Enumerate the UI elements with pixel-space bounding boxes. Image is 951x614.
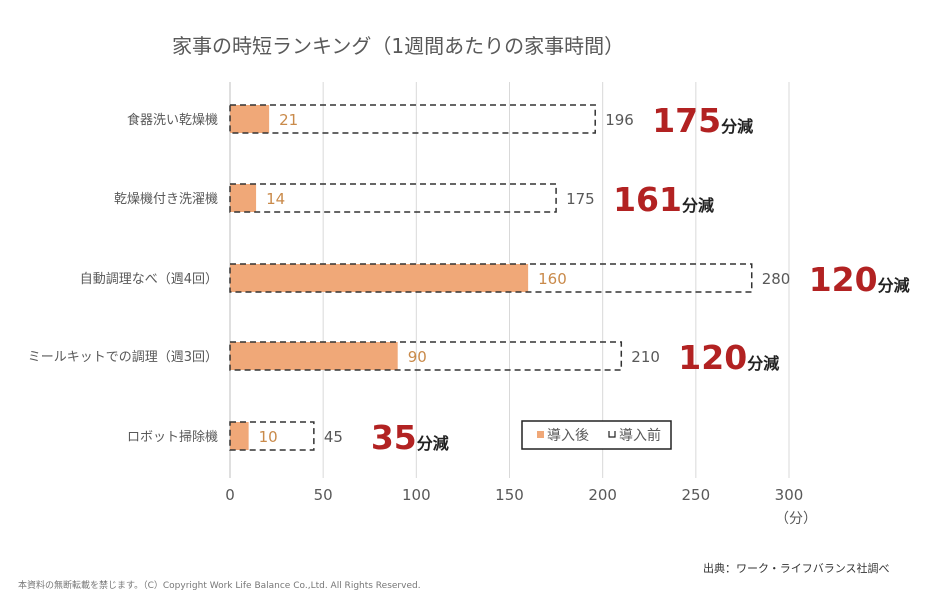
data-label-after: 90 [408,348,427,366]
x-tick-label: 100 [402,486,431,504]
reduction-unit: 分減 [721,117,753,136]
data-label-before: 196 [605,111,634,129]
category-label: ミールキットでの調理（週3回） [28,350,218,365]
x-tick-label: 300 [775,486,804,504]
category-label: ロボット掃除機 [127,429,218,445]
bar-after [230,422,249,450]
axis-unit-label: （分） [775,511,817,527]
x-tick-label: 250 [682,486,711,504]
source-note: 出典：ワーク・ライフバランス社調べ [703,562,890,575]
legend-label-before: 導入前 [619,427,661,444]
data-label-before: 210 [631,348,660,366]
bar-after [230,264,529,292]
bar-before [229,421,315,451]
bar-before [229,263,753,293]
category-label: 自動調理なべ（週4回） [80,272,218,287]
legend-box [521,420,672,450]
category-label: 乾燥機付き洗濯機 [114,192,218,207]
data-label-before: 175 [566,190,595,208]
x-tick-label: 200 [588,486,617,504]
bars [229,104,753,451]
data-label-before: 280 [762,270,791,288]
reduction-annotation: 175分減 [652,101,753,140]
x-tick-label: 0 [225,486,235,504]
data-label-after: 10 [259,428,278,446]
bar-after [230,184,257,212]
reduction-annotation: 120分減 [809,260,910,299]
bar-before [229,104,596,134]
reduction-value: 175 [652,101,721,140]
legend: 導入後 導入前 [521,420,672,450]
data-label-before: 45 [324,428,343,446]
reduction-annotation: 35分減 [371,418,449,457]
bar-after [230,342,398,370]
data-label-after: 21 [279,111,298,129]
x-tick-label: 150 [495,486,524,504]
reduction-value: 120 [678,338,747,377]
copyright-note: 本資料の無断転載を禁じます。（C）Copyright Work Life Bal… [18,581,421,591]
legend-swatch-after [537,431,544,438]
x-tick-label: 50 [314,486,333,504]
reduction-value: 120 [809,260,878,299]
legend-swatch-before [608,431,616,438]
category-label: 食器洗い乾燥機 [127,112,218,128]
reduction-value: 35 [371,418,417,457]
reduction-unit: 分減 [682,196,714,215]
reduction-value: 161 [613,180,682,219]
data-label-after: 160 [538,270,567,288]
chart-title: 家事の時短ランキング（1週間あたりの家事時間） [172,34,625,58]
bar-before [229,183,557,213]
reduction-unit: 分減 [878,276,910,295]
reduction-unit: 分減 [747,354,779,373]
legend-label-after: 導入後 [547,428,589,444]
reduction-annotation: 161分減 [613,180,714,219]
data-label-after: 14 [266,190,285,208]
reduction-unit: 分減 [417,434,449,453]
bar-before [229,341,623,371]
reduction-annotation: 120分減 [678,338,779,377]
bar-after [230,105,270,133]
